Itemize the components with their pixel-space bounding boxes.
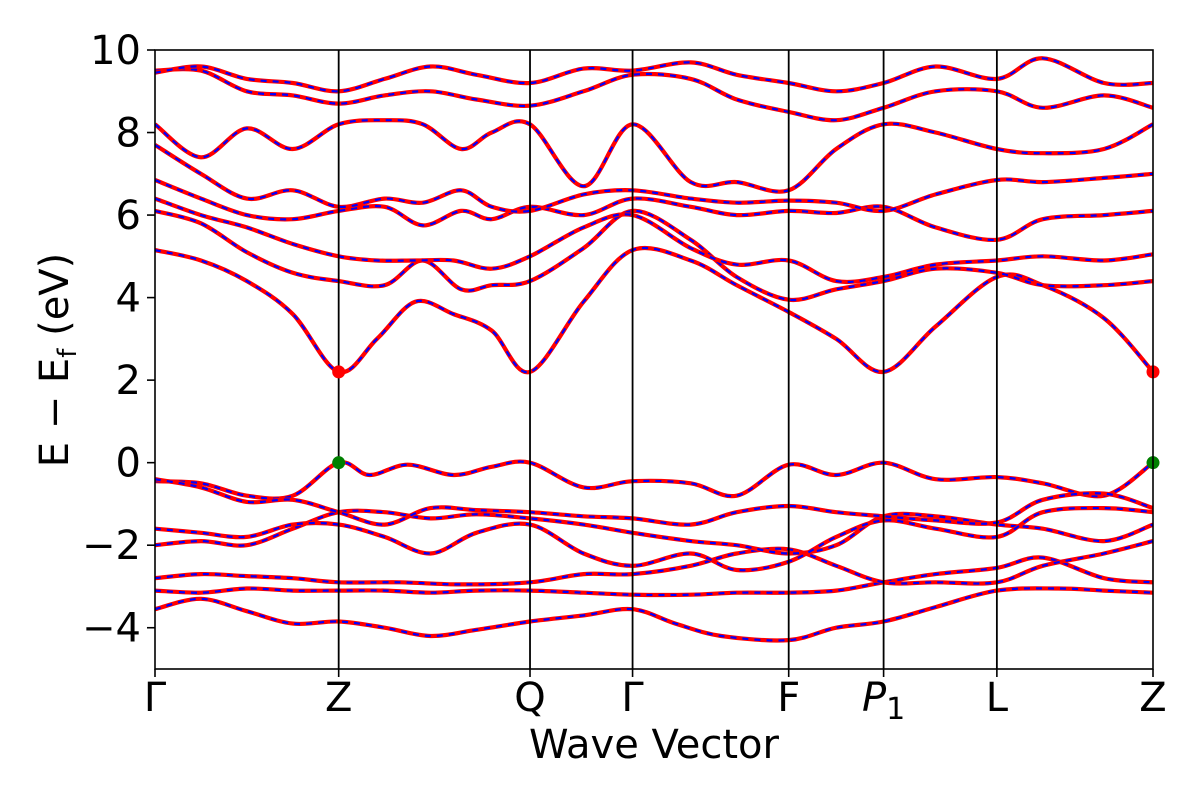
x-axis-title: Wave Vector (529, 722, 780, 768)
band-line-11 (155, 178, 1153, 242)
band-line-dashed-1 (155, 556, 1153, 597)
x-tick-label-7: Z (1139, 675, 1166, 721)
y-axis-title-tail: (eV) (32, 253, 78, 349)
x-tick-label-6: L (986, 675, 1009, 721)
y-tick-label-5: 0 (116, 441, 141, 487)
y-tick-label-7: −4 (82, 606, 141, 652)
y-axis-title-sub: f (53, 348, 83, 358)
band-line-dashed-13 (155, 119, 1153, 193)
marker-vbm-2 (332, 456, 346, 470)
x-tick-label-4: F (777, 675, 800, 721)
band-line-dashed-10 (155, 197, 1153, 284)
band-line-3 (155, 508, 1153, 556)
bands-layer (155, 56, 1153, 643)
band-line-dashed-12 (155, 143, 1153, 213)
band-line-dashed-2 (155, 540, 1153, 586)
y-tick-label-0: 10 (90, 28, 141, 74)
band-line-8 (155, 245, 1153, 375)
x-tick-label-3: Γ (621, 675, 644, 721)
x-tick-label-0: Γ (144, 675, 167, 721)
marker-cbm-0 (332, 365, 346, 379)
y-axis-title-main: E − E (32, 358, 78, 468)
band-line-9 (155, 208, 1153, 303)
band-line-dashed-5 (155, 460, 1153, 500)
x-axis-ticks: Γ Z Q Γ F P1 L Z (144, 669, 1167, 727)
y-tick-label-2: 6 (116, 193, 141, 239)
y-axis-ticks: 10 8 6 4 2 0 −2 −4 (82, 28, 155, 652)
band-line-dashed-14 (155, 68, 1153, 122)
band-line-dashed-11 (155, 178, 1153, 241)
y-tick-label-4: 2 (116, 358, 141, 404)
x-tick-label-2: Q (514, 675, 545, 721)
x-tick-label-5: P1 (862, 675, 905, 727)
band-line-dashed-8 (155, 246, 1153, 374)
band-line-5 (155, 459, 1153, 501)
y-tick-label-3: 4 (116, 276, 141, 322)
band-edge-markers (332, 365, 1160, 470)
kpoint-lines (337, 50, 998, 669)
band-line-dashed-3 (155, 509, 1153, 555)
band-line-4 (155, 505, 1153, 573)
y-axis-title: E − Ef (eV) (32, 253, 83, 468)
plot-frame (154, 49, 1154, 670)
y-tick-label-1: 8 (116, 111, 141, 157)
y-tick-label-6: −2 (82, 523, 141, 569)
x-tick-label-1: Z (325, 675, 352, 721)
